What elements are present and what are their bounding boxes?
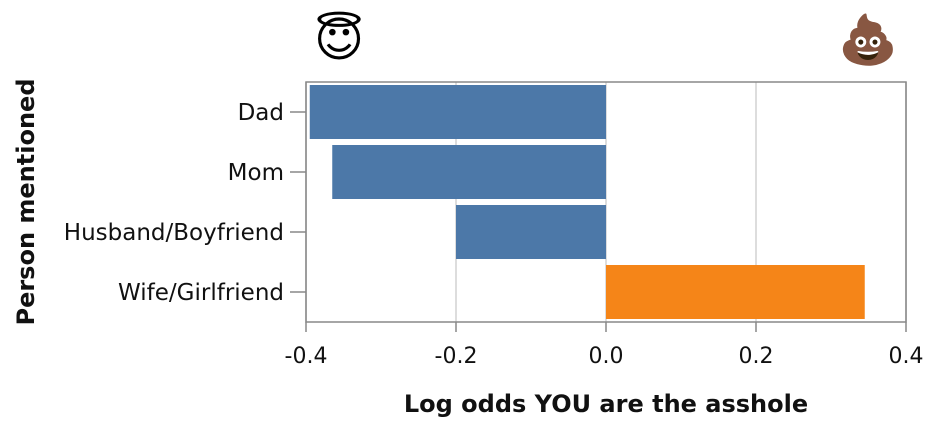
bar-mom bbox=[332, 145, 606, 199]
x-tick-label: -0.2 bbox=[435, 344, 478, 369]
x-tick-label: 0.0 bbox=[589, 344, 624, 369]
y-axis: Dad Mom Husband/Boyfriend Wife/Girlfriend bbox=[64, 100, 306, 306]
x-tick-label: 0.2 bbox=[739, 344, 774, 369]
x-axis-title: Log odds YOU are the asshole bbox=[404, 390, 808, 418]
x-axis: -0.4 -0.2 0.0 0.2 0.4 bbox=[285, 322, 924, 369]
bar-husband-boyfriend bbox=[456, 205, 606, 259]
bars bbox=[309, 85, 865, 319]
poop-icon: 💩 bbox=[838, 12, 898, 68]
y-tick-label: Wife/Girlfriend bbox=[118, 280, 284, 306]
y-tick-label: Husband/Boyfriend bbox=[64, 220, 284, 246]
y-axis-title: Person mentioned bbox=[12, 78, 40, 325]
bar-dad bbox=[309, 85, 606, 139]
y-tick-label: Mom bbox=[228, 160, 284, 186]
x-tick-label: -0.4 bbox=[285, 344, 328, 369]
x-tick-label: 0.4 bbox=[889, 344, 924, 369]
angel-face-icon: 😇 bbox=[314, 11, 364, 68]
y-tick-label: Dad bbox=[238, 100, 284, 126]
bar-wife-girlfriend bbox=[606, 265, 865, 319]
